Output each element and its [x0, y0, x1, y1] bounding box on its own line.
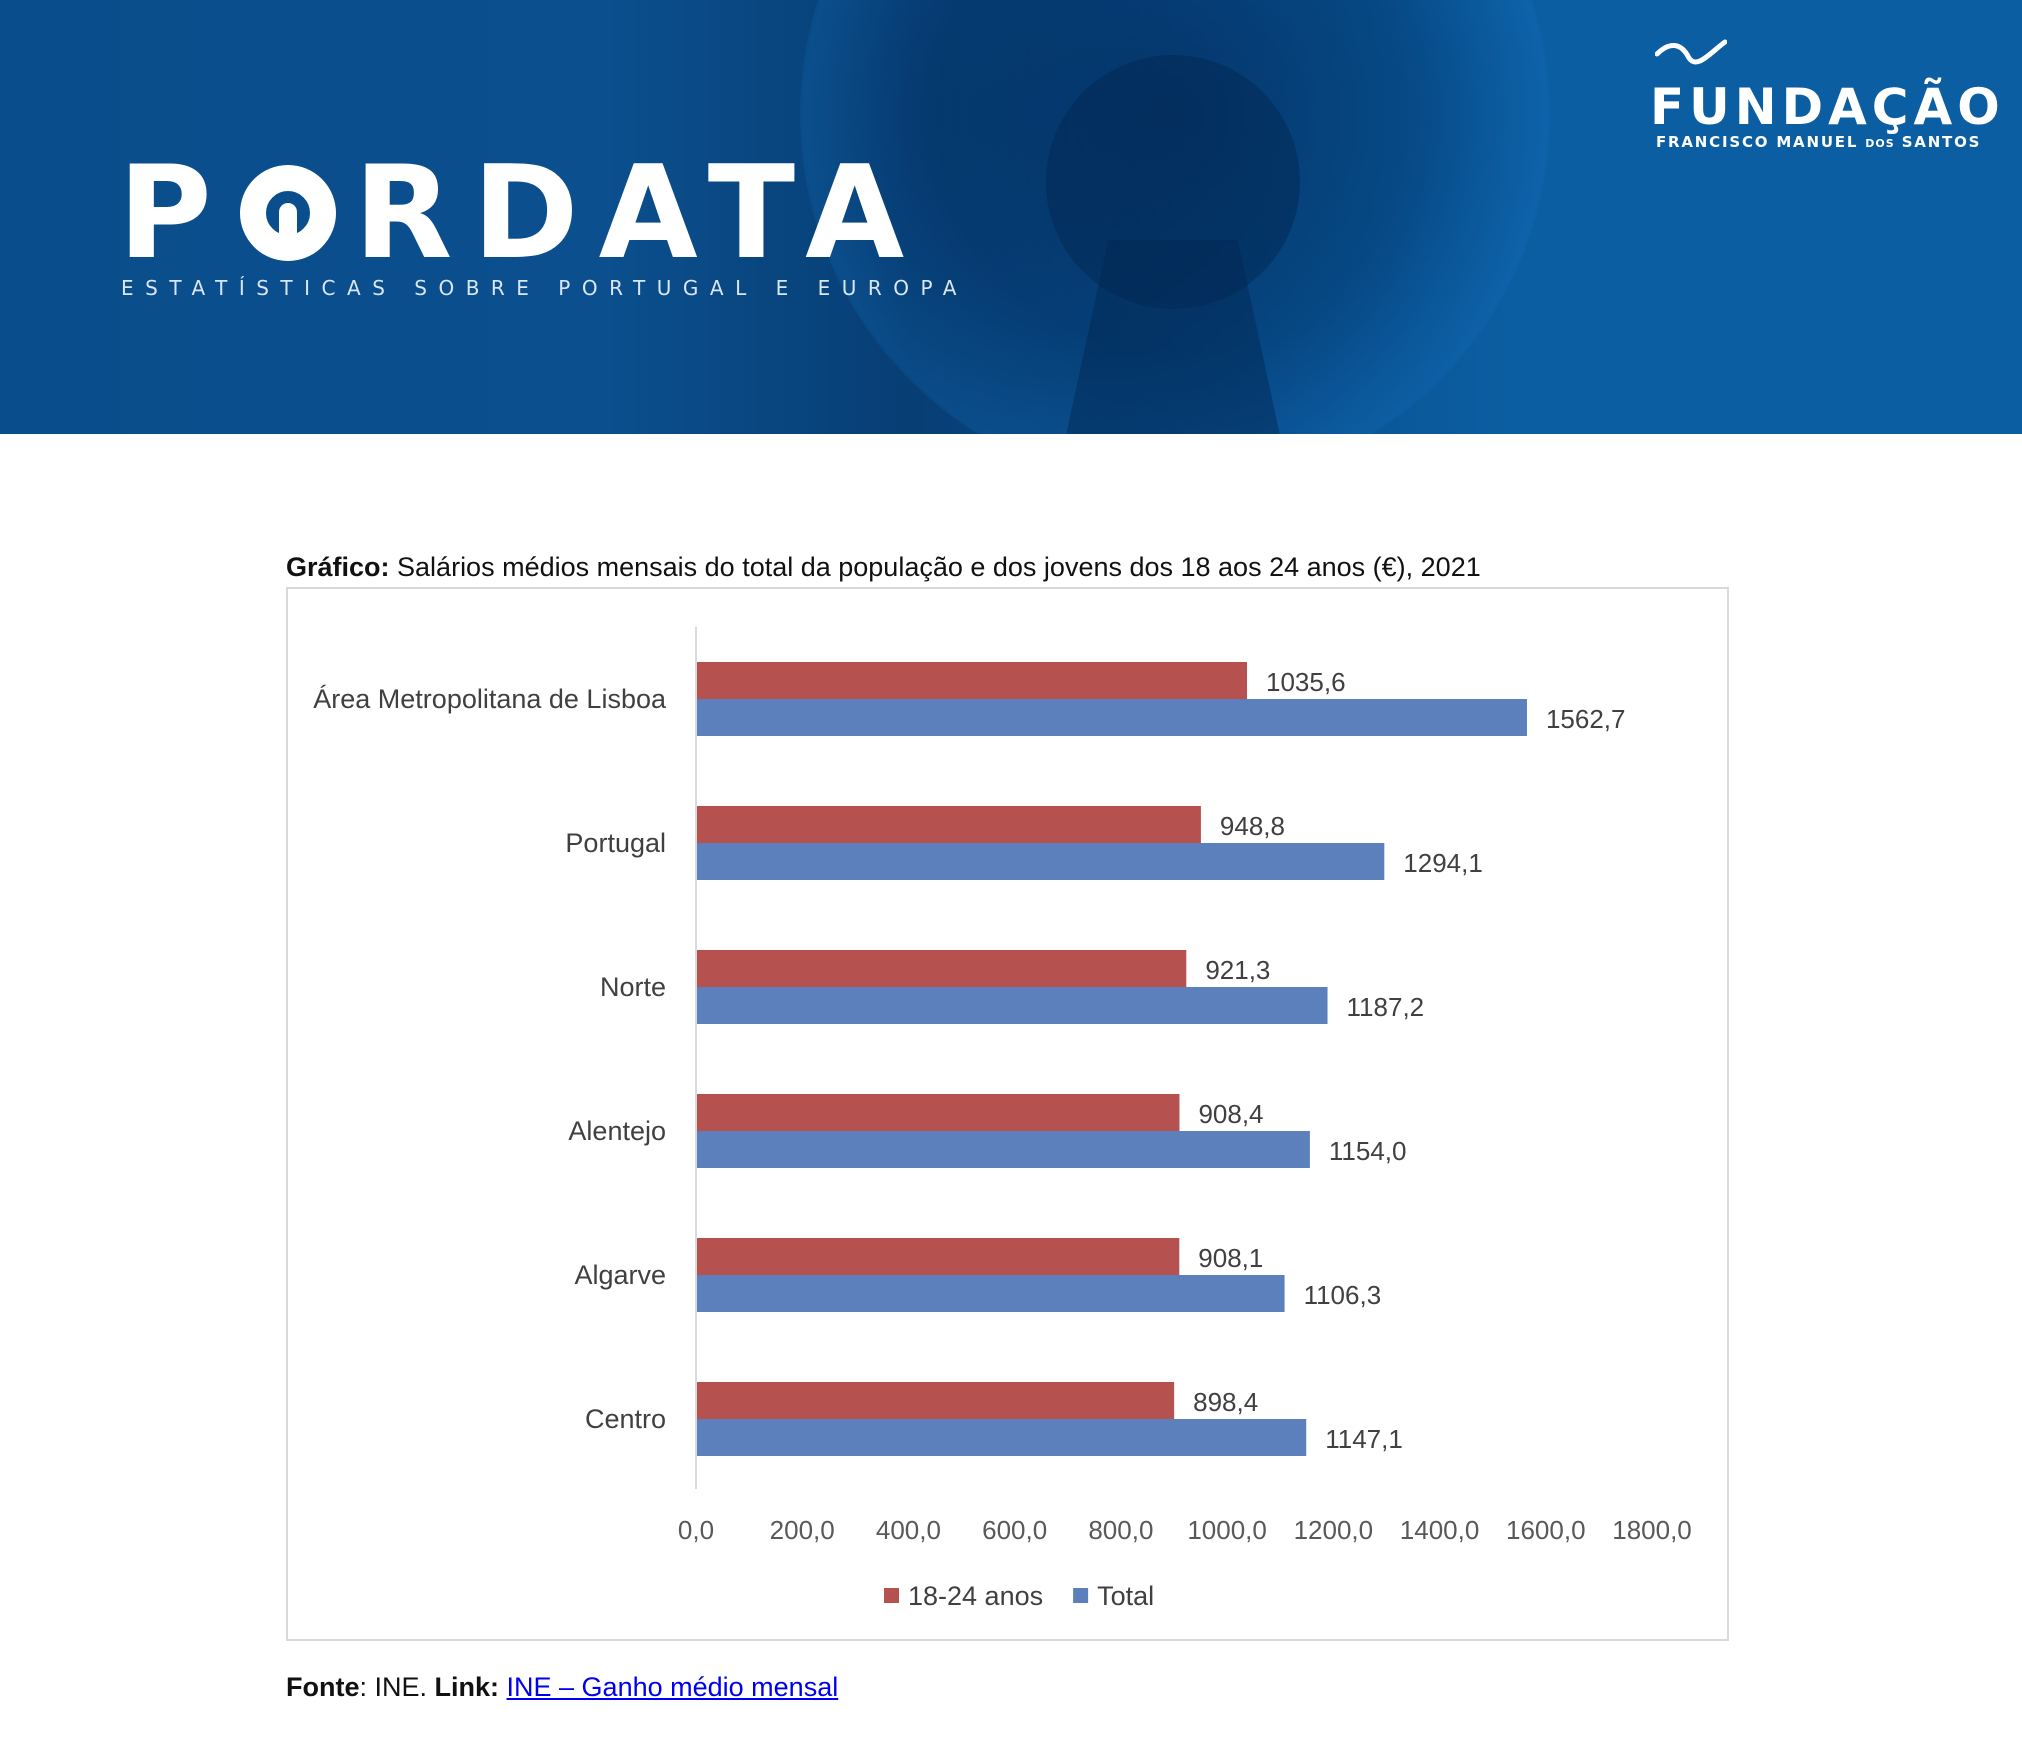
x-tick-label: 1800,0 — [1612, 1515, 1692, 1545]
pordata-tagline: ESTATÍSTICAS SOBRE PORTUGAL E EUROPA — [121, 276, 968, 300]
bar-young — [697, 662, 1248, 699]
bar-total — [697, 699, 1527, 736]
data-label: 1106,3 — [1304, 1280, 1382, 1310]
source-value: : INE. — [359, 1672, 435, 1702]
category-label: Algarve — [574, 1260, 666, 1290]
foundation-subtitle: FRANCISCO MANUEL DOS SANTOS — [1656, 133, 1981, 151]
header-banner: P RDATA ESTATÍSTICAS SOBRE PORTUGAL E EUR… — [0, 0, 2022, 434]
keyhole-head — [1046, 55, 1300, 309]
logo-keyhole-o-icon — [239, 165, 336, 261]
chart-caption: Gráfico: Salários médios mensais do tota… — [286, 552, 1481, 583]
x-tick-label: 200,0 — [770, 1515, 835, 1545]
bar-total — [697, 843, 1385, 880]
data-label: 1154,0 — [1329, 1136, 1407, 1166]
banner-glow — [800, 0, 1550, 434]
data-label: 921,3 — [1205, 955, 1270, 985]
category-label: Portugal — [565, 828, 666, 858]
data-label: 898,4 — [1193, 1387, 1258, 1417]
caption-text: Salários médios mensais do total da popu… — [389, 552, 1481, 582]
data-label: 1035,6 — [1266, 667, 1346, 697]
logo-text-left: P — [118, 139, 232, 288]
category-label: Norte — [600, 972, 666, 1002]
x-tick-label: 1400,0 — [1400, 1515, 1480, 1545]
legend-swatch — [884, 1588, 899, 1603]
foundation-wave-icon — [1655, 39, 1727, 65]
link-label: Link: — [434, 1672, 500, 1702]
data-label: 908,1 — [1198, 1243, 1263, 1273]
category-label: Centro — [585, 1404, 666, 1434]
category-label: Alentejo — [568, 1116, 666, 1146]
foundation-sub-2: DOS — [1865, 137, 1895, 150]
bar-chart: Área Metropolitana de Lisboa 1035,6 1562,7… — [313, 627, 1692, 1611]
x-tick-label: 600,0 — [982, 1515, 1047, 1545]
data-label: 908,4 — [1198, 1099, 1263, 1129]
data-label: 1294,1 — [1403, 848, 1483, 878]
data-label: 1187,2 — [1347, 992, 1425, 1022]
foundation-sub-3: SANTOS — [1901, 133, 1982, 151]
chart-container: Área Metropolitana de Lisboa 1035,6 1562,7… — [286, 587, 1729, 1641]
source-label: Fonte — [286, 1672, 360, 1702]
legend-entry: 18-24 anos — [908, 1581, 1043, 1611]
x-tick-label: 1000,0 — [1187, 1515, 1267, 1545]
x-tick-label: 400,0 — [876, 1515, 941, 1545]
logo-text-right: RDATA — [353, 139, 925, 288]
data-label: 1562,7 — [1546, 704, 1626, 734]
x-tick-label: 1600,0 — [1506, 1515, 1586, 1545]
category-label: Área Metropolitana de Lisboa — [313, 684, 667, 714]
bar-young — [697, 1238, 1180, 1275]
legend-swatch — [1073, 1588, 1089, 1603]
caption-prefix: Gráfico: — [286, 552, 390, 582]
foundation-title: FUNDAÇÃO — [1650, 78, 2005, 136]
data-label: 1147,1 — [1325, 1424, 1403, 1454]
bar-young — [697, 950, 1187, 987]
bar-young — [697, 1094, 1180, 1131]
foundation-sub-1: FRANCISCO MANUEL — [1656, 133, 1859, 151]
x-tick-label: 1200,0 — [1294, 1515, 1374, 1545]
source-link[interactable]: INE – Ganho médio mensal — [506, 1672, 839, 1702]
data-label: 948,8 — [1220, 811, 1285, 841]
bar-total — [697, 987, 1328, 1024]
x-tick-label: 800,0 — [1088, 1515, 1153, 1545]
legend-entry: Total — [1097, 1581, 1154, 1611]
bar-total — [697, 1275, 1285, 1312]
bar-total — [697, 1131, 1310, 1168]
pordata-logo: P RDATA — [118, 150, 924, 278]
source-line: Fonte: INE. Link: INE – Ganho médio mens… — [286, 1672, 838, 1703]
bar-total — [697, 1419, 1307, 1456]
x-tick-label: 0,0 — [678, 1515, 714, 1545]
bar-young — [697, 806, 1201, 843]
bar-young — [697, 1382, 1175, 1419]
